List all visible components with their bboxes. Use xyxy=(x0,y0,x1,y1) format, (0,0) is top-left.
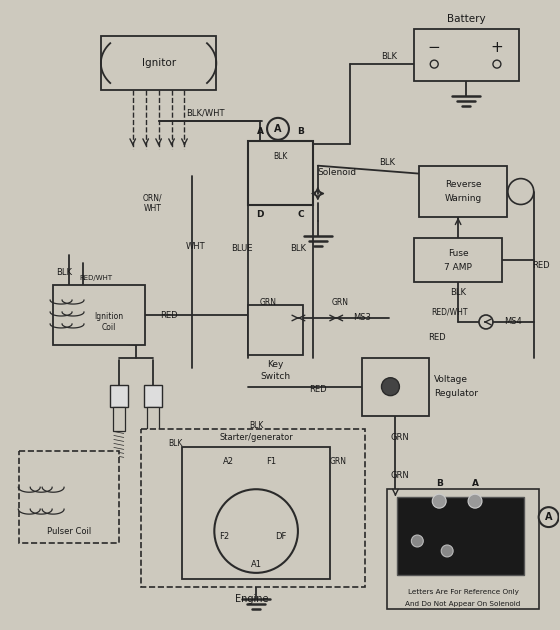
Circle shape xyxy=(381,378,399,396)
Circle shape xyxy=(214,490,298,573)
Bar xyxy=(419,166,507,217)
Text: GRN: GRN xyxy=(331,297,348,307)
Text: WHT: WHT xyxy=(144,204,162,213)
Text: F1: F1 xyxy=(266,457,276,466)
Text: BLK: BLK xyxy=(249,421,263,430)
Text: DF: DF xyxy=(276,532,287,541)
Text: BLK: BLK xyxy=(380,158,395,167)
Text: A: A xyxy=(256,127,264,136)
Bar xyxy=(248,140,313,205)
Bar xyxy=(141,430,365,587)
Text: ORN/: ORN/ xyxy=(143,193,162,202)
Text: Regulator: Regulator xyxy=(434,389,478,398)
Text: Letters Are For Reference Only: Letters Are For Reference Only xyxy=(408,589,519,595)
Text: Warning: Warning xyxy=(445,194,482,203)
Text: +: + xyxy=(491,40,503,55)
Bar xyxy=(183,447,330,579)
Text: C: C xyxy=(297,210,304,219)
Text: A: A xyxy=(472,479,479,488)
Circle shape xyxy=(432,494,446,508)
Circle shape xyxy=(508,178,534,205)
Text: Ignitor: Ignitor xyxy=(142,58,176,68)
Text: BLK: BLK xyxy=(56,268,72,277)
Text: A: A xyxy=(545,512,552,522)
Text: Engine: Engine xyxy=(235,593,269,604)
Text: BLK/WHT: BLK/WHT xyxy=(186,108,225,117)
Text: MS4: MS4 xyxy=(504,318,521,326)
Text: A: A xyxy=(274,124,282,134)
Text: MS3: MS3 xyxy=(353,314,371,323)
Circle shape xyxy=(441,545,453,557)
Text: GRN: GRN xyxy=(390,433,409,442)
Text: Reverse: Reverse xyxy=(445,180,482,189)
Text: D: D xyxy=(399,537,406,546)
Bar xyxy=(414,238,502,282)
Text: Switch: Switch xyxy=(260,372,290,381)
Text: D: D xyxy=(256,210,264,219)
Text: Key: Key xyxy=(267,360,283,369)
Bar xyxy=(362,358,430,416)
Bar xyxy=(19,452,119,543)
Bar xyxy=(388,490,539,609)
Circle shape xyxy=(430,60,438,68)
Text: Voltage: Voltage xyxy=(434,375,468,384)
Bar xyxy=(147,406,158,432)
Text: RED: RED xyxy=(160,311,178,321)
Text: Starter/generator: Starter/generator xyxy=(220,433,293,442)
Text: B: B xyxy=(436,479,442,488)
Text: BLK: BLK xyxy=(273,152,287,161)
Text: Battery: Battery xyxy=(447,14,486,25)
Text: Coil: Coil xyxy=(102,323,116,333)
Text: BLK: BLK xyxy=(169,439,183,448)
Text: WHT: WHT xyxy=(185,242,205,251)
Bar xyxy=(53,285,144,345)
Text: GRN: GRN xyxy=(390,471,409,480)
Text: −: − xyxy=(428,40,441,55)
Circle shape xyxy=(412,535,423,547)
Bar xyxy=(101,37,216,90)
Text: Solenoid: Solenoid xyxy=(318,168,357,177)
Circle shape xyxy=(468,494,482,508)
Text: Fuse: Fuse xyxy=(448,249,468,258)
Text: BLK: BLK xyxy=(450,288,466,297)
Text: 7 AMP: 7 AMP xyxy=(444,263,472,272)
Bar xyxy=(414,29,519,81)
Text: RED: RED xyxy=(428,333,446,342)
Text: RED: RED xyxy=(309,385,326,394)
Text: BLK: BLK xyxy=(290,244,306,253)
Bar xyxy=(113,406,125,432)
Text: F2: F2 xyxy=(219,532,230,541)
Circle shape xyxy=(479,315,493,329)
Text: RED/WHT: RED/WHT xyxy=(432,307,468,316)
Text: And Do Not Appear On Solenoid: And Do Not Appear On Solenoid xyxy=(405,601,521,607)
Text: C: C xyxy=(429,546,436,556)
Text: A1: A1 xyxy=(251,561,262,570)
Text: GRN: GRN xyxy=(259,297,277,307)
Bar xyxy=(398,497,524,575)
Text: B: B xyxy=(297,127,304,136)
Bar xyxy=(110,385,128,406)
Text: GRN: GRN xyxy=(329,457,346,466)
Text: BLUE: BLUE xyxy=(231,244,253,253)
Text: RED/WHT: RED/WHT xyxy=(79,275,112,281)
Text: RED: RED xyxy=(532,261,549,270)
Bar xyxy=(248,305,303,355)
Text: BLK: BLK xyxy=(381,52,398,60)
Bar xyxy=(144,385,162,406)
Text: Ignition: Ignition xyxy=(94,312,123,321)
Circle shape xyxy=(267,118,289,140)
Circle shape xyxy=(493,60,501,68)
Text: A2: A2 xyxy=(223,457,234,466)
Text: Pulser Coil: Pulser Coil xyxy=(47,527,91,536)
Circle shape xyxy=(539,507,559,527)
